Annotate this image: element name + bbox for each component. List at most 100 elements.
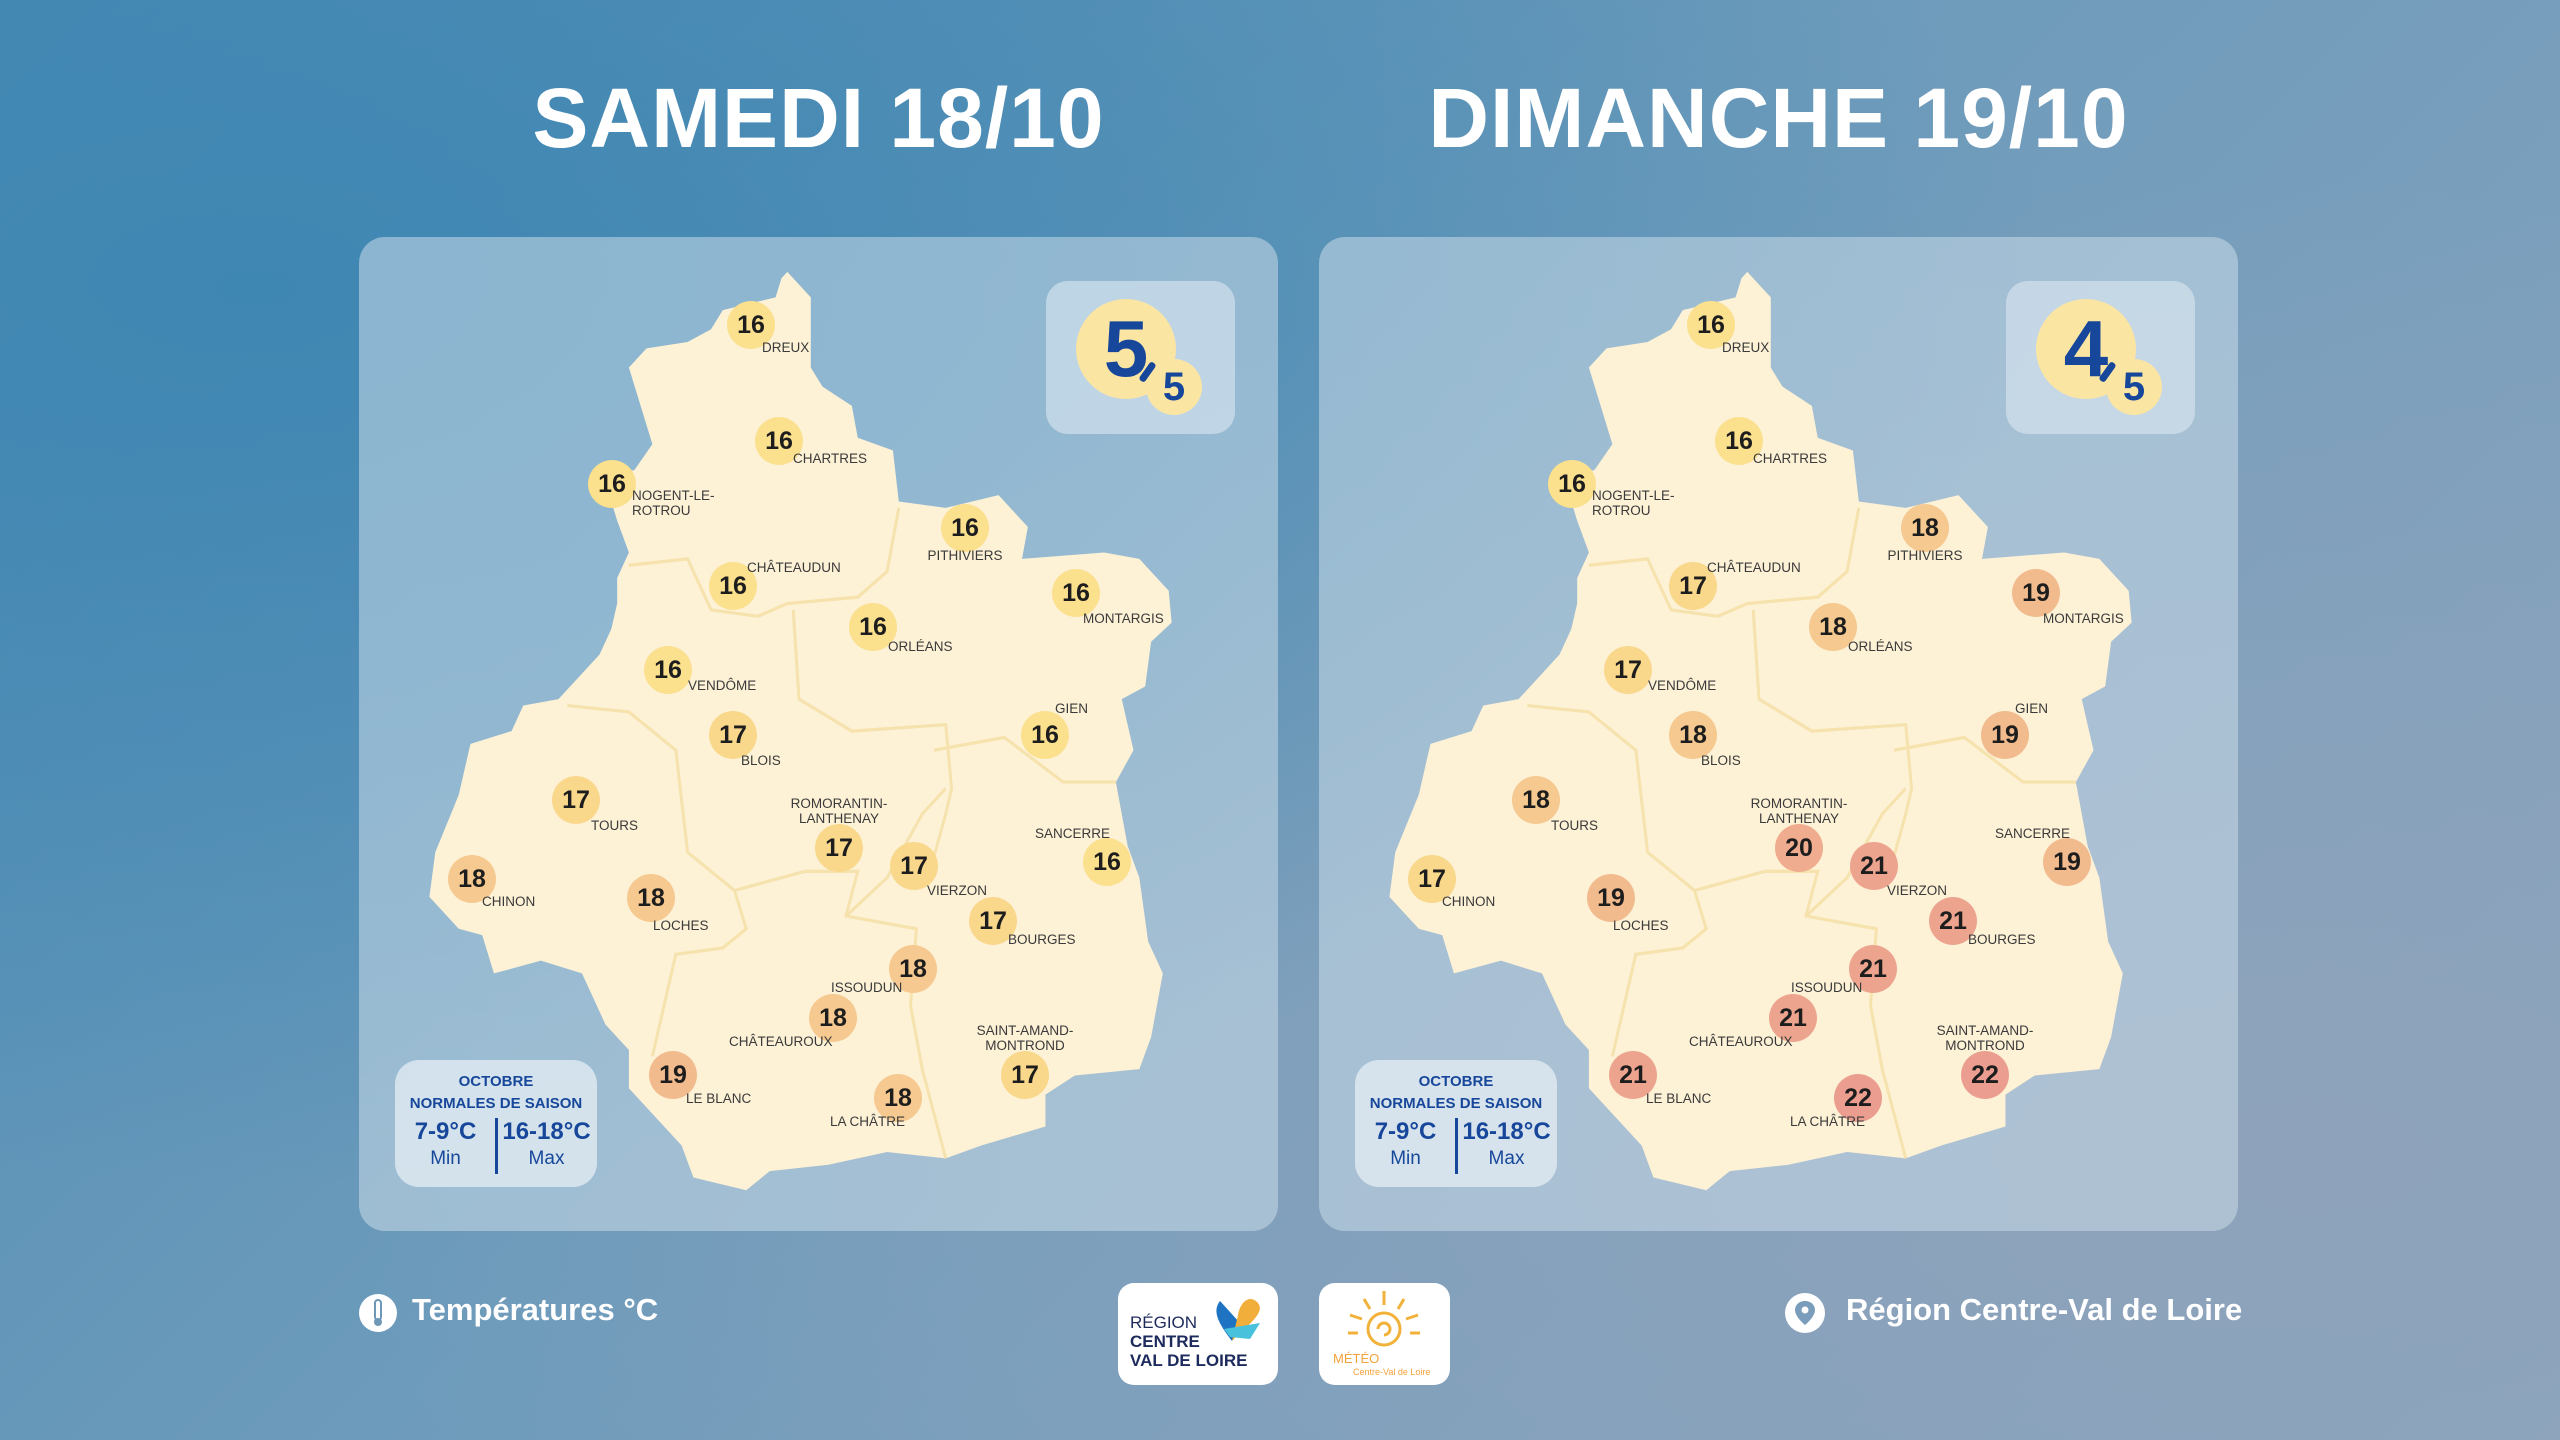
city-name: CHÂTEAUDUN	[1707, 560, 1801, 575]
region-label: Région Centre-Val de Loire	[1846, 1292, 2243, 1327]
city-name: VIERZON	[1887, 883, 1948, 898]
city-name: ORLÉANS	[1848, 639, 1913, 654]
city-temperature: 22	[1961, 1051, 2009, 1099]
city-temperature: 21	[1769, 994, 1817, 1042]
city-temperature: 19	[1587, 874, 1635, 922]
city-temperature: 18	[448, 855, 496, 903]
city-temperature: 18	[809, 994, 857, 1042]
city-name: CHARTRES	[793, 451, 868, 466]
region-centre-logo: RÉGION CENTRE VAL DE LOIRE	[1118, 1283, 1278, 1385]
city-temperature: 16	[709, 562, 757, 610]
city-temperature: 16	[849, 603, 897, 651]
city-name: LOCHES	[653, 918, 709, 933]
city-name: SANCERRE	[1035, 826, 1111, 841]
city-temperature: 21	[1849, 945, 1897, 993]
city-name: PITHIVIERS	[1887, 548, 1963, 563]
city-name: BLOIS	[1701, 753, 1741, 768]
city-name: SAINT-AMAND- MONTROND	[976, 1023, 1074, 1053]
city-name: TOURS	[591, 818, 639, 833]
city-temperature: 16	[1052, 569, 1100, 617]
city-temperature: 18	[889, 945, 937, 993]
location-pin-icon	[1784, 1292, 1826, 1334]
city-name: CHÂTEAUROUX	[1689, 1034, 1793, 1049]
city-name: DREUX	[762, 340, 810, 355]
city-temperature: 20	[1775, 824, 1823, 872]
seasonal-normals-box: OCTOBRE NORMALES DE SAISON 7-9°C Min 16-18°C…	[395, 1060, 597, 1187]
city-temperature: 19	[2012, 569, 2060, 617]
city-name: CHÂTEAUROUX	[729, 1034, 833, 1049]
city-temperature: 19	[649, 1051, 697, 1099]
city-temperature: 21	[1929, 897, 1977, 945]
city-temperature: 19	[2043, 838, 2091, 886]
city-temperature: 18	[627, 874, 675, 922]
city-temperature: 18	[1669, 711, 1717, 759]
city-temperature: 16	[1083, 838, 1131, 886]
city-temperature: 21	[1609, 1051, 1657, 1099]
city-temperature: 22	[1834, 1074, 1882, 1122]
city-name: BLOIS	[741, 753, 781, 768]
city-temperature: 16	[755, 417, 803, 465]
city-name: BOURGES	[1968, 932, 2036, 947]
city-name: LE BLANC	[1646, 1091, 1712, 1106]
city-name: TOURS	[1551, 818, 1599, 833]
city-name: NOGENT-LE- ROTROU	[632, 488, 715, 518]
map-panel-sunday: 16 DREUX 16 CHARTRES 16 NOGENT-LE- ROTROU 18 PI…	[1319, 237, 2238, 1231]
city-temperature: 16	[727, 301, 775, 349]
city-name: CHINON	[482, 894, 536, 909]
city-temperature: 21	[1850, 842, 1898, 890]
city-name: ROMORANTIN- LANTHENAY	[790, 796, 888, 826]
seasonal-normals-box: OCTOBRE NORMALES DE SAISON 7-9°C Min 16-18°C…	[1355, 1060, 1557, 1187]
city-temperature: 18	[1809, 603, 1857, 651]
city-name: VIERZON	[927, 883, 988, 898]
map-panel-saturday: 16 DREUX 16 CHARTRES 16 NOGENT-LE- ROTROU 16 PI…	[359, 237, 1278, 1231]
city-temperature: 17	[1669, 562, 1717, 610]
city-name: PITHIVIERS	[927, 548, 1003, 563]
city-temperature: 17	[890, 842, 938, 890]
city-name: LE BLANC	[686, 1091, 752, 1106]
city-name: CHÂTEAUDUN	[747, 560, 841, 575]
city-temperature: 16	[1021, 711, 1069, 759]
city-name: SAINT-AMAND- MONTROND	[1936, 1023, 2034, 1053]
city-temperature: 17	[815, 824, 863, 872]
city-name: LOCHES	[1613, 918, 1669, 933]
thermometer-icon	[358, 1292, 398, 1334]
city-temperature: 16	[1687, 301, 1735, 349]
city-name: SANCERRE	[1995, 826, 2071, 841]
city-name: ORLÉANS	[888, 639, 953, 654]
city-name: GIEN	[2015, 701, 2049, 716]
city-temperature: 18	[1901, 504, 1949, 552]
city-name: DREUX	[1722, 340, 1770, 355]
city-name: ISSOUDUN	[831, 980, 903, 995]
city-temperature: 16	[644, 646, 692, 694]
day-title-saturday: SAMEDI 18/10	[532, 71, 1105, 165]
city-name: VENDÔME	[1648, 678, 1717, 693]
city-temperature: 16	[941, 504, 989, 552]
city-temperature: 17	[1408, 855, 1456, 903]
city-name: VENDÔME	[688, 678, 757, 693]
city-temperature: 18	[874, 1074, 922, 1122]
city-name: MONTARGIS	[2043, 611, 2124, 626]
day-title-sunday: DIMANCHE 19/10	[1428, 71, 2129, 165]
city-name: BOURGES	[1008, 932, 1076, 947]
city-name: GIEN	[1055, 701, 1089, 716]
city-temperature: 17	[552, 776, 600, 824]
city-name: CHARTRES	[1753, 451, 1828, 466]
meteo-centre-logo: MÉTÉO Centre-Val de Loire	[1319, 1283, 1450, 1385]
city-temperature: 17	[1001, 1051, 1049, 1099]
city-temperature: 18	[1512, 776, 1560, 824]
city-name: ROMORANTIN- LANTHENAY	[1750, 796, 1848, 826]
city-name: LA CHÂTRE	[1790, 1114, 1866, 1129]
city-temperature: 17	[969, 897, 1017, 945]
city-name: ISSOUDUN	[1791, 980, 1863, 995]
city-temperature: 17	[709, 711, 757, 759]
city-name: LA CHÂTRE	[830, 1114, 906, 1129]
city-name: MONTARGIS	[1083, 611, 1164, 626]
city-name: NOGENT-LE- ROTROU	[1592, 488, 1675, 518]
city-temperature: 17	[1604, 646, 1652, 694]
city-name: CHINON	[1442, 894, 1496, 909]
city-temperature: 16	[1715, 417, 1763, 465]
city-temperature: 16	[1548, 460, 1596, 508]
temperatures-label: Températures °C	[412, 1292, 659, 1327]
